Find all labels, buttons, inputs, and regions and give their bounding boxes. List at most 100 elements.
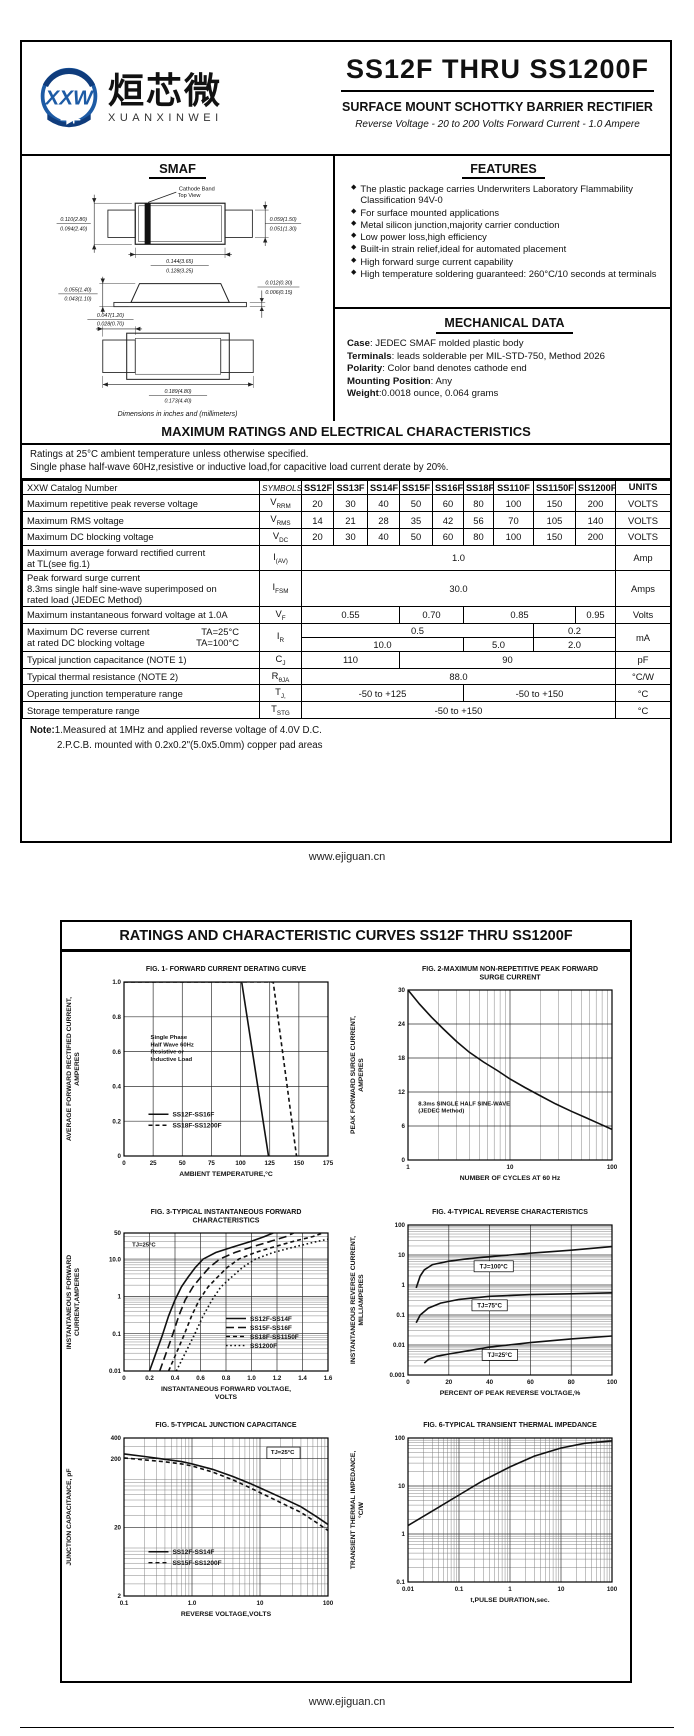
x-tick-label: 50 [179,1160,186,1167]
curve-label: TJ=25°C [487,1352,512,1359]
device-header: SS14F [367,480,400,496]
unit-cell: VOLTS [615,527,671,546]
series-line [415,1245,612,1289]
chart-annotation: 8.3ms SINGLE HALF SINE-WAVE [418,1102,510,1108]
bullet-icon: ◆ [351,232,357,240]
value-cell: 5.0 [463,636,534,652]
note-line: Note:1.Measured at 1MHz and applied reve… [30,725,322,737]
x-tick-label: 125 [265,1160,276,1167]
value-cell: 28 [367,511,400,529]
parameter-label: Maximum DC blocking voltage [22,527,260,546]
value-cell: 42 [432,511,464,529]
legend-label: SS12F-SS14F [250,1316,292,1323]
value-cell: 2.0 [533,636,616,652]
unit-cell: VOLTS [615,494,671,513]
table-row: Maximum instantaneous forward voltage at… [22,605,671,624]
footer-url-page1: www.ejiguan.cn [308,851,386,863]
dim-height-top: 0.055(1.40) [64,287,91,293]
bottom-rule [20,1727,674,1728]
value-cell: 100 [493,494,534,513]
package-and-features-row: SMAF [22,156,670,421]
value-cell: 0.55 [301,605,400,624]
x-axis-label: AMBIENT TEMPERATURE,°C [179,1170,273,1178]
y-axis-label: JUNCTION CAPACITANCE, pF [66,1468,73,1565]
dim-lead-width-top: 0.059(1.50) [269,217,296,223]
value-cell: 0.85 [463,605,576,624]
value-cell: 150 [533,494,576,513]
fig1-forward-derating-chart: FIG. 1- FORWARD CURRENT DERATING CURVE 0 2… [62,962,346,1205]
value-cell: 21 [333,511,368,529]
title-block: SS12F THRU SS1200F SURFACE MOUNT SCHOTTK… [337,42,670,154]
dim-standoff-bottom: 0.006(0.15) [265,290,292,296]
dim-total-length-top: 0.189(4.80) [164,389,191,395]
symbol-cell: VRRM [259,494,302,513]
parameter-label: Peak forward surge current 8.3ms single h… [22,569,260,607]
mechanical-heading: MECHANICAL DATA [347,315,662,335]
feature-item: ◆ Built-in strain relief,ideal for automa… [351,243,662,254]
symbol-cell: CJ [259,650,302,669]
y-tick-label: 10 [398,1483,405,1490]
value-cell: 30 [333,494,368,513]
chart-annotation: Single Phase [151,1035,188,1041]
feature-text: Built-in strain relief,ideal for automat… [360,243,567,255]
series-line [124,1457,328,1532]
parameter-label-line: Maximum RMS voltage [27,514,124,526]
dim-pad-bottom: 0.028(0.70) [96,321,123,327]
parameter-label: Storage temperature range [22,701,260,720]
chart-annotation: Half Wave 60Hz [151,1042,194,1048]
x-tick-label: 1.6 [324,1375,333,1382]
bullet-icon: ◆ [351,184,357,191]
chart-annotation: TJ=25°C [271,1450,295,1456]
value-cell: 80 [463,494,494,513]
x-tick-label: 0.6 [196,1375,205,1382]
parameter-label-line: Peak forward surge current [27,571,141,583]
chart-annotation: TJ=25°C [132,1242,156,1248]
value-cell: 100 [493,527,534,546]
dimensions-caption: Dimensions in inches and (millimeters) [117,411,238,418]
curves-banner: RATINGS AND CHARACTERISTIC CURVES SS12F … [62,922,630,952]
value-cell: 150 [533,527,576,546]
value-cell: 40 [367,494,400,513]
x-tick-label: 0 [122,1160,126,1167]
y-axis-label: °C/W [357,1501,365,1518]
value-cell: 1.0 [301,544,616,571]
feature-item: ◆ Low power loss,high efficiency [351,231,662,242]
features-list: ◆ The plastic package carries Underwriter… [345,183,662,279]
value-cell: 0.70 [399,605,464,624]
mechanical-data-section: MECHANICAL DATA Case: JEDEC SMAF molded … [335,309,670,421]
curve-label: TJ=100°C [480,1264,509,1271]
chart-title: CHARACTERISTICS [193,1218,260,1225]
unit-cell: VOLTS [615,511,671,529]
parameter-label: Maximum repetitive peak reverse voltage [22,494,260,513]
table-header-row: XXW Catalog Number SYMBOLS SS12F SS13F SS14F… [22,480,671,496]
y-tick-label: 0.1 [396,1579,405,1586]
bullet-icon: ◆ [351,244,357,252]
bullet-icon: ◆ [351,219,357,227]
value-cell: 10.0 [301,636,464,652]
x-axis-label: REVERSE VOLTAGE,VOLTS [181,1611,272,1618]
x-tick-label: 80 [568,1379,575,1386]
feature-item: ◆ For surface mounted applications [351,207,662,218]
parameter-label-line: at rated DC blocking voltage TA=100°C [27,637,239,649]
value-cell: 80 [463,527,494,546]
symbol-cell: VRMS [259,511,302,529]
x-tick-label: 75 [208,1160,215,1167]
footer-url-page2: www.ejiguan.cn [308,1696,386,1708]
parameter-label-line: Storage temperature range [27,704,140,716]
table-row: Typical thermal resistance (NOTE 2) RθJA 8… [22,667,671,686]
y-tick-label: 18 [398,1055,405,1062]
value-cell: 140 [575,511,616,529]
y-tick-label: 0.8 [112,1014,121,1021]
chart-title: SURGE CURRENT [479,975,541,982]
parameter-label: Typical junction capacitance (NOTE 1) [22,650,260,669]
x-tick-label: 1.0 [188,1600,197,1607]
fig6-thermal-impedance-chart: FIG. 6-TYPICAL TRANSIENT THERMAL IMPEDAN… [346,1418,630,1641]
page1-box: XXW 烜芯微 XUANXINWEI SS12F THRU SS1200F [20,40,672,843]
parameter-label-line: Maximum DC blocking voltage [27,531,154,543]
y-axis-label: INSTANTANEOUS REVERSE CURRENT, [350,1236,357,1364]
features-section: FEATURES ◆ The plastic package carries Un… [335,156,670,309]
table-subrow: 10.0 5.0 2.0 [23,636,671,652]
y-axis-label: INSTANTANEOUS FORWARD [66,1255,73,1349]
table-row: Typical junction capacitance (NOTE 1) CJ 1… [22,650,671,669]
